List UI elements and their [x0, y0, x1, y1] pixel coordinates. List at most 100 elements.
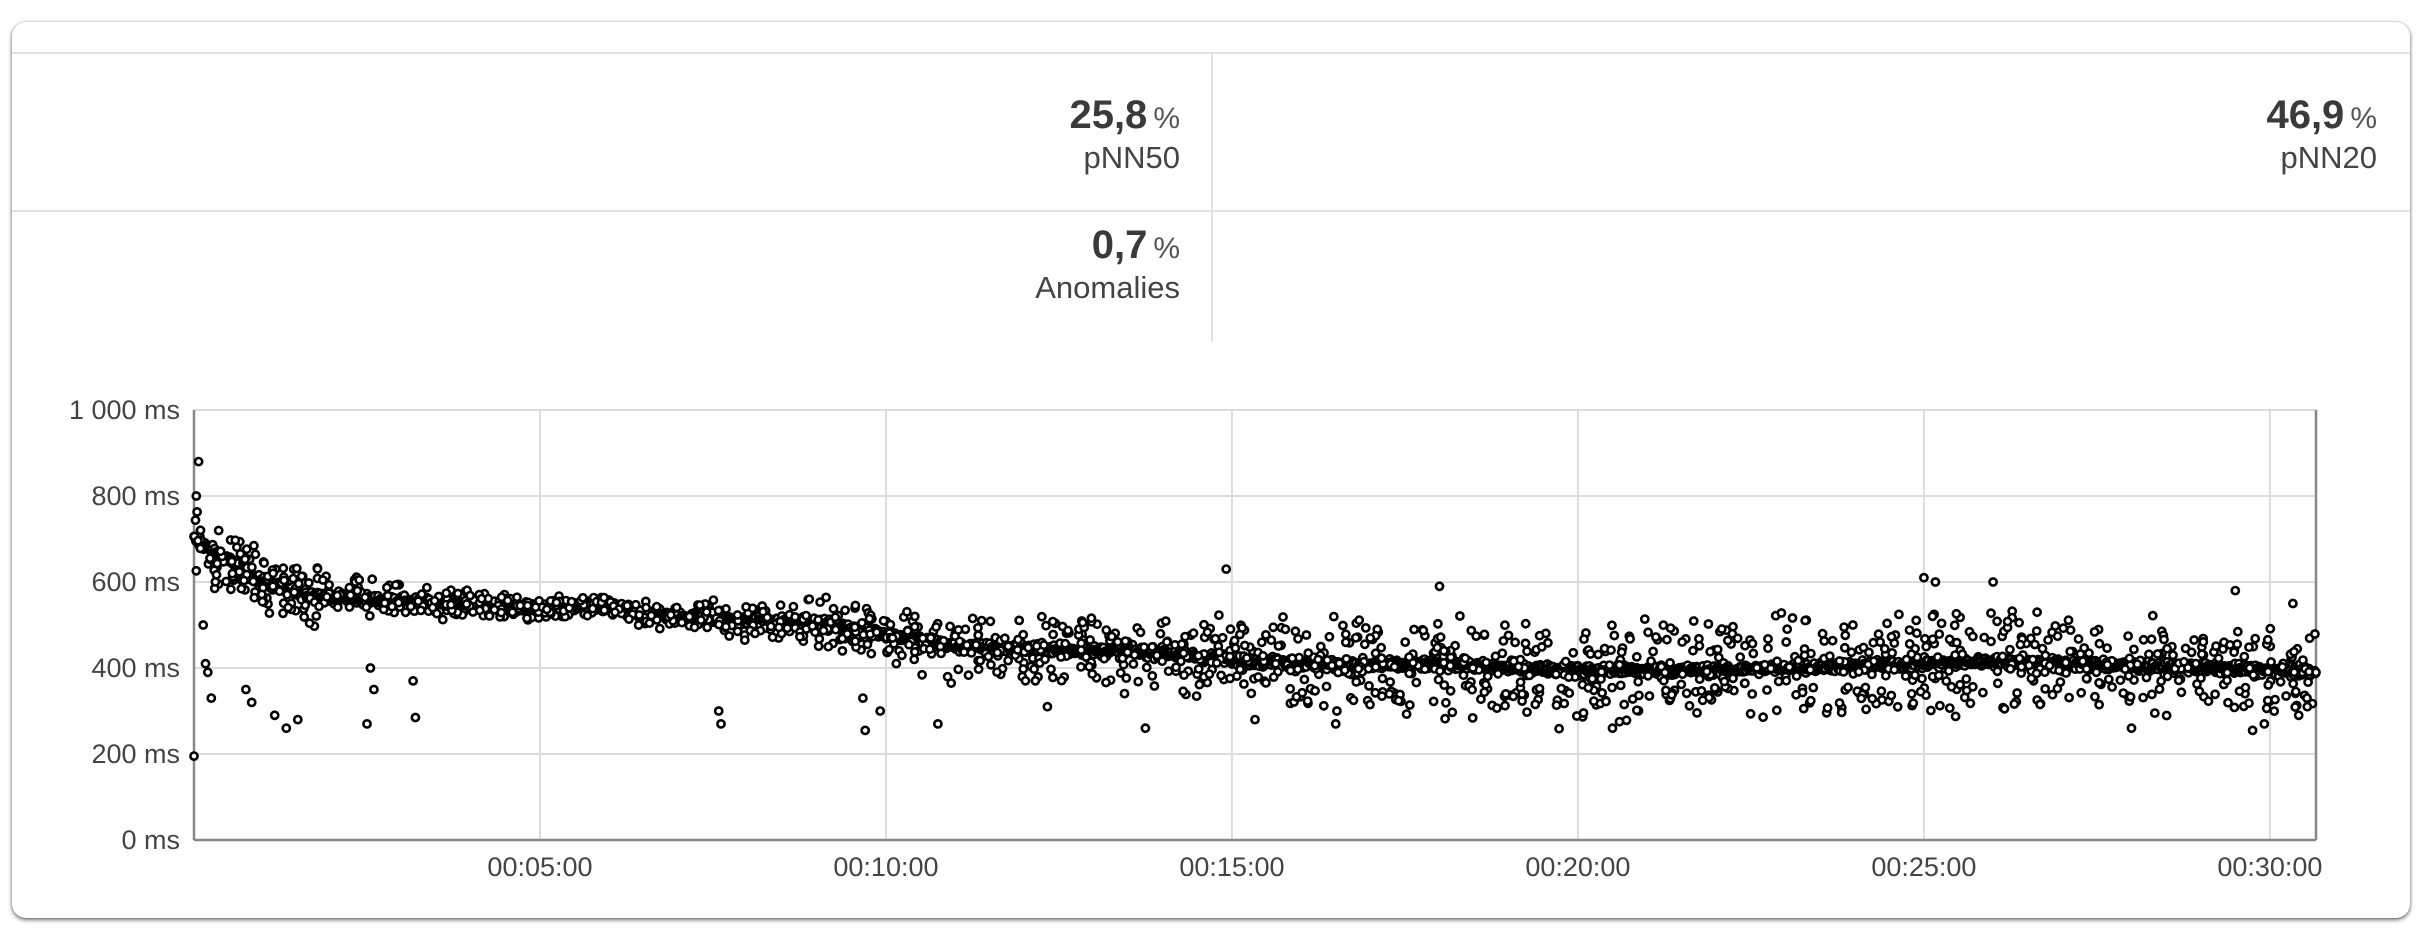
data-point [1328, 611, 1339, 622]
data-point [390, 580, 401, 590]
data-point [902, 626, 913, 636]
data-point [1607, 620, 1617, 631]
data-point [1365, 633, 1376, 643]
y-tick-label: 200 ms [91, 739, 180, 769]
data-point [767, 632, 778, 643]
data-point [821, 592, 831, 603]
data-point [2138, 692, 2148, 703]
data-point [1597, 688, 1607, 698]
data-point [1517, 689, 1527, 699]
data-point [2277, 662, 2288, 672]
data-point [299, 612, 310, 622]
data-point [1887, 648, 1897, 658]
data-point [1836, 707, 1847, 718]
data-point [1468, 663, 1478, 673]
data-point [1433, 674, 1444, 685]
data-point [1023, 642, 1034, 653]
data-point [2091, 667, 2102, 678]
data-point [1401, 709, 1412, 719]
data-point [1076, 645, 1087, 655]
data-point [2244, 642, 2254, 653]
data-point [739, 635, 750, 645]
data-point [1515, 677, 1526, 688]
data-point [641, 602, 651, 613]
data-point [2225, 640, 2235, 650]
data-point [677, 617, 687, 628]
data-point [1944, 634, 1955, 645]
data-point [1003, 655, 1013, 666]
data-point [381, 582, 392, 593]
data-point [311, 611, 322, 621]
data-point [191, 491, 202, 501]
data-point [1658, 675, 1669, 686]
data-point [1324, 631, 1335, 642]
data-point [1665, 658, 1675, 668]
data-point [2269, 706, 2280, 716]
data-point [441, 588, 452, 598]
data-point [708, 595, 719, 605]
data-point [1048, 672, 1058, 683]
data-point [775, 600, 786, 611]
stat-value: 0,7 [1091, 223, 1148, 267]
data-point [1432, 642, 1443, 653]
data-point [1784, 662, 1795, 672]
data-point [975, 655, 986, 666]
data-point [2094, 677, 2104, 688]
data-point [1063, 625, 1073, 636]
data-point [1133, 676, 1144, 687]
data-point [2154, 684, 2165, 694]
data-point [291, 563, 302, 574]
data-point [1684, 700, 1695, 711]
data-point [1740, 640, 1750, 651]
data-point [1046, 664, 1056, 675]
data-point [317, 575, 328, 585]
data-point [1900, 671, 1911, 681]
data-point [864, 613, 875, 624]
data-point [1927, 634, 1938, 645]
data-point [875, 706, 886, 716]
data-point [1497, 648, 1508, 659]
data-point [1039, 640, 1049, 650]
data-point [2009, 699, 2020, 709]
data-point [1875, 637, 1886, 647]
data-point [1299, 674, 1310, 685]
data-point [985, 616, 996, 627]
data-point [1261, 678, 1271, 688]
data-point [1278, 612, 1288, 622]
data-point [1301, 630, 1312, 640]
data-point [1906, 688, 1917, 699]
data-point [2054, 665, 2064, 676]
data-point [267, 581, 278, 592]
data-point [992, 647, 1003, 658]
data-point [1354, 615, 1365, 626]
data-point [1315, 641, 1326, 652]
data-point [281, 723, 292, 734]
data-point [2005, 664, 2016, 674]
data-point [1140, 723, 1151, 734]
data-point [1955, 679, 1965, 690]
data-point [1748, 648, 1759, 659]
data-point [1441, 697, 1451, 708]
data-point [1950, 711, 1961, 722]
data-point [2244, 698, 2254, 708]
data-point [1614, 716, 1625, 727]
data-point [2063, 615, 2074, 626]
data-point [1853, 666, 1864, 677]
data-point [1556, 683, 1567, 694]
data-point [2297, 655, 2308, 665]
data-point [566, 596, 577, 607]
data-point [622, 600, 633, 611]
data-point [259, 558, 269, 568]
data-point [1701, 666, 1712, 677]
x-tick-label: 00:25:00 [1871, 852, 1976, 882]
data-point [274, 586, 285, 597]
data-point [292, 714, 303, 725]
data-point [1677, 637, 1688, 647]
data-point [1117, 653, 1128, 664]
data-point [321, 592, 332, 602]
data-point [2263, 666, 2273, 677]
data-point [1176, 639, 1187, 650]
data-point [241, 544, 252, 555]
data-point [1020, 675, 1031, 686]
data-point [1858, 642, 1869, 653]
